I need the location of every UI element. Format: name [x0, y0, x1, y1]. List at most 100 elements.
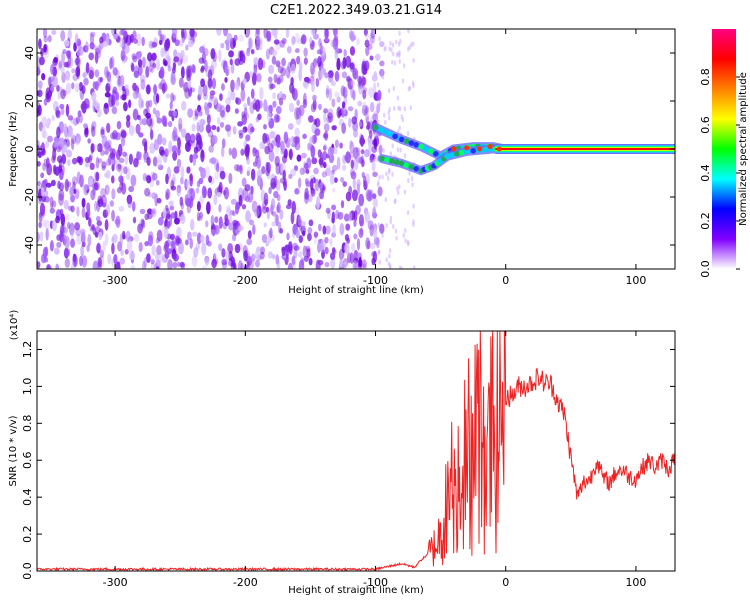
noise-cell — [250, 168, 256, 181]
noise-cell — [216, 116, 221, 125]
noise-cell — [295, 229, 300, 239]
noise-cell — [156, 244, 162, 255]
noise-cell — [340, 176, 344, 183]
noise-cell — [348, 117, 352, 128]
noise-cell — [96, 220, 103, 227]
noise-cell — [372, 198, 379, 208]
noise-cell — [165, 93, 171, 99]
y-tick-label: 1.2 — [21, 341, 34, 359]
noise-cell — [221, 83, 225, 91]
noise-cell — [345, 55, 352, 68]
noise-cell — [240, 128, 246, 135]
noise-cell — [187, 108, 194, 118]
noise-cell — [327, 70, 334, 79]
noise-cell — [211, 124, 217, 131]
noise-cell — [356, 179, 361, 188]
colorbar-gradient — [712, 29, 736, 269]
noise-cell — [56, 126, 61, 139]
noise-cell — [331, 247, 336, 253]
noise-cell — [120, 130, 127, 139]
noise-cell — [88, 155, 92, 164]
peak-point — [487, 144, 493, 150]
noise-cell — [310, 103, 317, 113]
noise-cell — [207, 69, 213, 81]
noise-cell — [318, 156, 325, 166]
noise-cell — [61, 51, 65, 64]
noise-cell — [242, 126, 248, 133]
noise-cell — [112, 86, 118, 95]
noise-cell — [94, 200, 98, 212]
noise-cell — [276, 140, 281, 148]
noise-cell — [327, 112, 333, 119]
noise-cell — [143, 257, 148, 268]
noise-cell — [65, 70, 71, 81]
noise-cell — [341, 122, 347, 134]
noise-cell — [83, 184, 90, 190]
noise-cell — [179, 196, 184, 207]
noise-cell — [146, 253, 151, 264]
noise-cell — [53, 140, 59, 148]
noise-cell — [220, 110, 226, 119]
noise-cell — [123, 166, 128, 175]
noise-cell — [157, 164, 164, 171]
noise-cell — [380, 69, 384, 75]
colorbar-tick-label: 0.4 — [699, 164, 712, 182]
noise-cell — [385, 222, 388, 228]
x-tick-label: -100 — [363, 274, 388, 287]
noise-cell — [178, 241, 184, 255]
noise-cell — [66, 159, 71, 167]
noise-cell — [254, 207, 260, 218]
x-tick-label: 100 — [625, 274, 646, 287]
noise-cell — [158, 39, 163, 46]
noise-cell — [266, 110, 272, 122]
noise-cell — [66, 221, 71, 230]
noise-cell — [356, 238, 361, 251]
noise-cell — [123, 84, 129, 91]
noise-cell — [389, 219, 392, 225]
noise-cell — [171, 145, 178, 154]
noise-cell — [331, 147, 338, 155]
noise-cell — [237, 50, 242, 63]
noise-cell — [333, 177, 338, 183]
branch-point — [463, 148, 470, 155]
noise-cell — [46, 117, 52, 125]
noise-cell — [60, 213, 66, 227]
noise-cell — [171, 177, 175, 186]
noise-cell — [265, 161, 269, 171]
noise-cell — [81, 255, 88, 268]
noise-cell — [303, 47, 308, 58]
noise-cell — [246, 96, 251, 106]
noise-cell — [378, 174, 381, 180]
noise-cell — [265, 167, 270, 177]
noise-cell — [246, 166, 252, 173]
noise-cell — [389, 265, 392, 269]
noise-cell — [281, 246, 286, 256]
noise-cell — [87, 208, 91, 218]
noise-cell — [261, 233, 268, 243]
noise-cell — [116, 120, 122, 130]
snr-background — [37, 331, 675, 571]
noise-cell — [295, 114, 302, 126]
noise-cell — [324, 236, 329, 244]
noise-cell — [339, 253, 344, 261]
noise-cell — [384, 197, 387, 203]
noise-cell — [357, 100, 363, 107]
noise-cell — [142, 172, 148, 182]
noise-cell — [327, 108, 334, 117]
noise-cell — [290, 211, 295, 225]
noise-cell — [88, 52, 95, 61]
noise-cell — [178, 117, 183, 130]
noise-cell — [302, 99, 308, 109]
noise-cell — [313, 134, 317, 144]
noise-cell — [336, 106, 342, 119]
noise-cell — [281, 93, 287, 100]
noise-cell — [250, 48, 255, 55]
noise-cell — [247, 230, 252, 240]
noise-cell — [353, 219, 357, 228]
noise-cell — [320, 67, 324, 79]
noise-cell — [407, 178, 410, 184]
noise-cell — [334, 139, 339, 148]
noise-cell — [303, 255, 309, 262]
noise-cell — [56, 84, 60, 92]
noise-cell — [401, 78, 405, 84]
